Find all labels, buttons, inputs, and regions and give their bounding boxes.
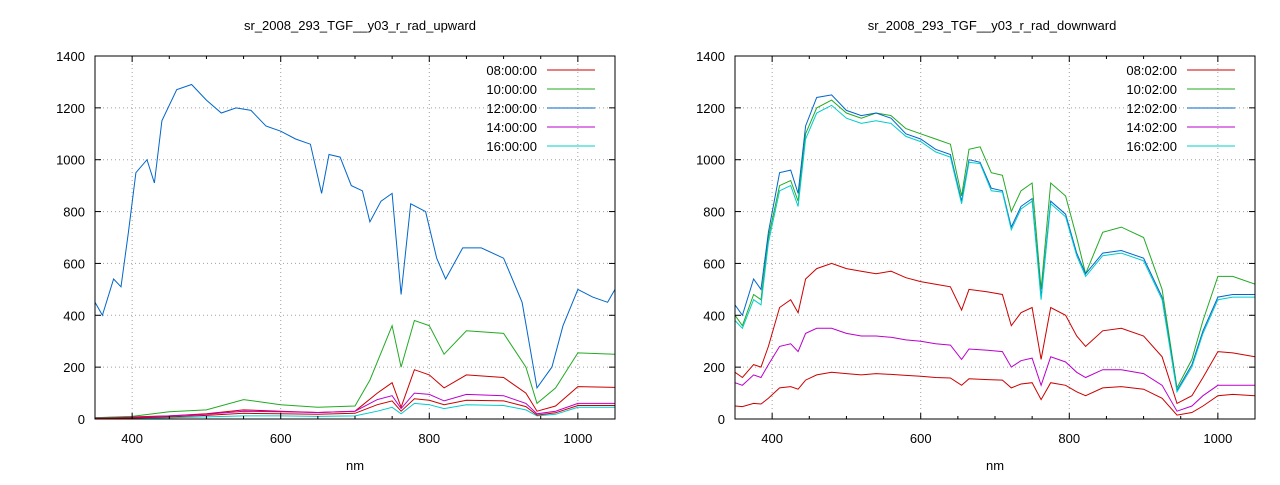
series-line [735, 94, 1255, 392]
legend-label: 10:02:00 [1126, 82, 1177, 97]
x-tick-label: 1000 [563, 431, 592, 446]
x-tick-label: 800 [1058, 431, 1080, 446]
y-tick-label: 0 [718, 412, 725, 427]
y-tick-label: 1000 [56, 153, 85, 168]
legend-label: 16:02:00 [1126, 139, 1177, 154]
series-group [735, 94, 1255, 416]
plot-frame [94, 55, 616, 420]
chart-title: sr_2008_293_TGF__y03_r_rad_upward [244, 18, 476, 33]
chart-panel-2: sr_2008_293_TGF__y03_r_rad_downward 0 200 4… [696, 18, 1256, 473]
x-axis-label: nm [346, 458, 364, 473]
x-axis-label: nm [986, 458, 1004, 473]
series-line [95, 402, 615, 419]
series-line [95, 319, 615, 419]
series-line [95, 398, 615, 419]
y-tick-label: 0 [78, 412, 85, 427]
y-tick-label: 200 [703, 360, 725, 375]
y-tick-label: 1400 [696, 49, 725, 64]
y-tick-label: 1200 [56, 101, 85, 116]
x-tick-label: 1000 [1203, 431, 1232, 446]
series-line [95, 83, 615, 390]
y-tick-label: 600 [63, 256, 85, 271]
legend-label: 08:00:00 [486, 63, 537, 78]
legend-label: 12:02:00 [1126, 101, 1177, 116]
series-line [735, 99, 1255, 390]
y-tick-label: 1200 [696, 101, 725, 116]
x-tick-label: 400 [121, 431, 143, 446]
y-tick-label: 600 [703, 256, 725, 271]
legend-label: 10:00:00 [486, 82, 537, 97]
y-tick-label: 800 [703, 205, 725, 220]
y-tick-label: 200 [63, 360, 85, 375]
series-line [735, 262, 1255, 405]
legend-label: 14:00:00 [486, 120, 537, 135]
legend-label: 12:00:00 [486, 101, 537, 116]
x-tick-label: 600 [910, 431, 932, 446]
x-tick-label: 800 [418, 431, 440, 446]
y-tick-label: 800 [63, 205, 85, 220]
series-line [735, 371, 1255, 416]
series-line [95, 369, 615, 419]
y-tick-label: 400 [63, 308, 85, 323]
series-line [95, 392, 615, 419]
series-line [735, 327, 1255, 412]
plot-frame [734, 55, 1256, 420]
legend-label: 14:02:00 [1126, 120, 1177, 135]
legend-label: 16:00:00 [486, 139, 537, 154]
chart-title: sr_2008_293_TGF__y03_r_rad_downward [868, 18, 1117, 33]
series-line [735, 104, 1255, 394]
y-tick-label: 1400 [56, 49, 85, 64]
x-tick-label: 400 [761, 431, 783, 446]
y-tick-label: 1000 [696, 153, 725, 168]
series-group [95, 83, 615, 419]
legend-label: 08:02:00 [1126, 63, 1177, 78]
y-tick-label: 400 [703, 308, 725, 323]
x-tick-label: 600 [270, 431, 292, 446]
chart-panel-1: sr_2008_293_TGF__y03_r_rad_upward 0 200 400… [56, 18, 616, 473]
